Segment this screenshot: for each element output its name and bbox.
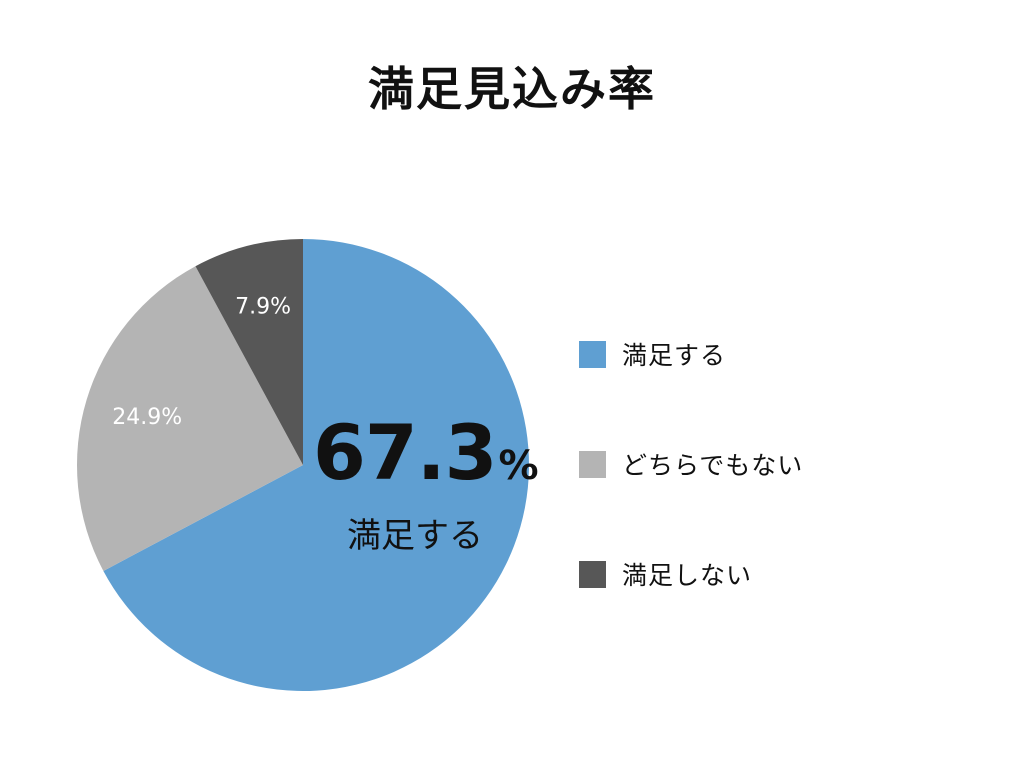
slice-label-unsatisfied: 7.9% xyxy=(235,294,291,319)
highlight-unit: % xyxy=(498,443,539,489)
legend-label-neutral: どちらでもない xyxy=(622,451,804,480)
legend-label-unsatisfied: 満足しない xyxy=(622,561,753,590)
slice-neutral xyxy=(76,266,303,571)
slice-label-neutral: 24.9% xyxy=(112,405,182,430)
slice-satisfied xyxy=(103,239,529,692)
slice-unsatisfied xyxy=(195,239,303,465)
pie-slices xyxy=(76,239,529,692)
legend-item-neutral: どちらでもない xyxy=(579,446,803,482)
highlight-value: 67.3% xyxy=(313,415,539,491)
legend-item-satisfied: 満足する xyxy=(579,336,726,372)
legend-label-satisfied: 満足する xyxy=(622,341,727,370)
legend-swatch-unsatisfied xyxy=(579,560,606,588)
legend-swatch-satisfied xyxy=(579,340,606,368)
pie-slice-labels: 24.9% 7.9% xyxy=(112,294,291,430)
legend-item-unsatisfied: 満足しない xyxy=(579,556,752,592)
chart-title: 満足見込み率 xyxy=(368,62,656,116)
highlight-number: 67.3 xyxy=(313,408,498,497)
highlight-caption: 満足する xyxy=(347,516,483,556)
legend-swatch-neutral xyxy=(579,450,606,478)
